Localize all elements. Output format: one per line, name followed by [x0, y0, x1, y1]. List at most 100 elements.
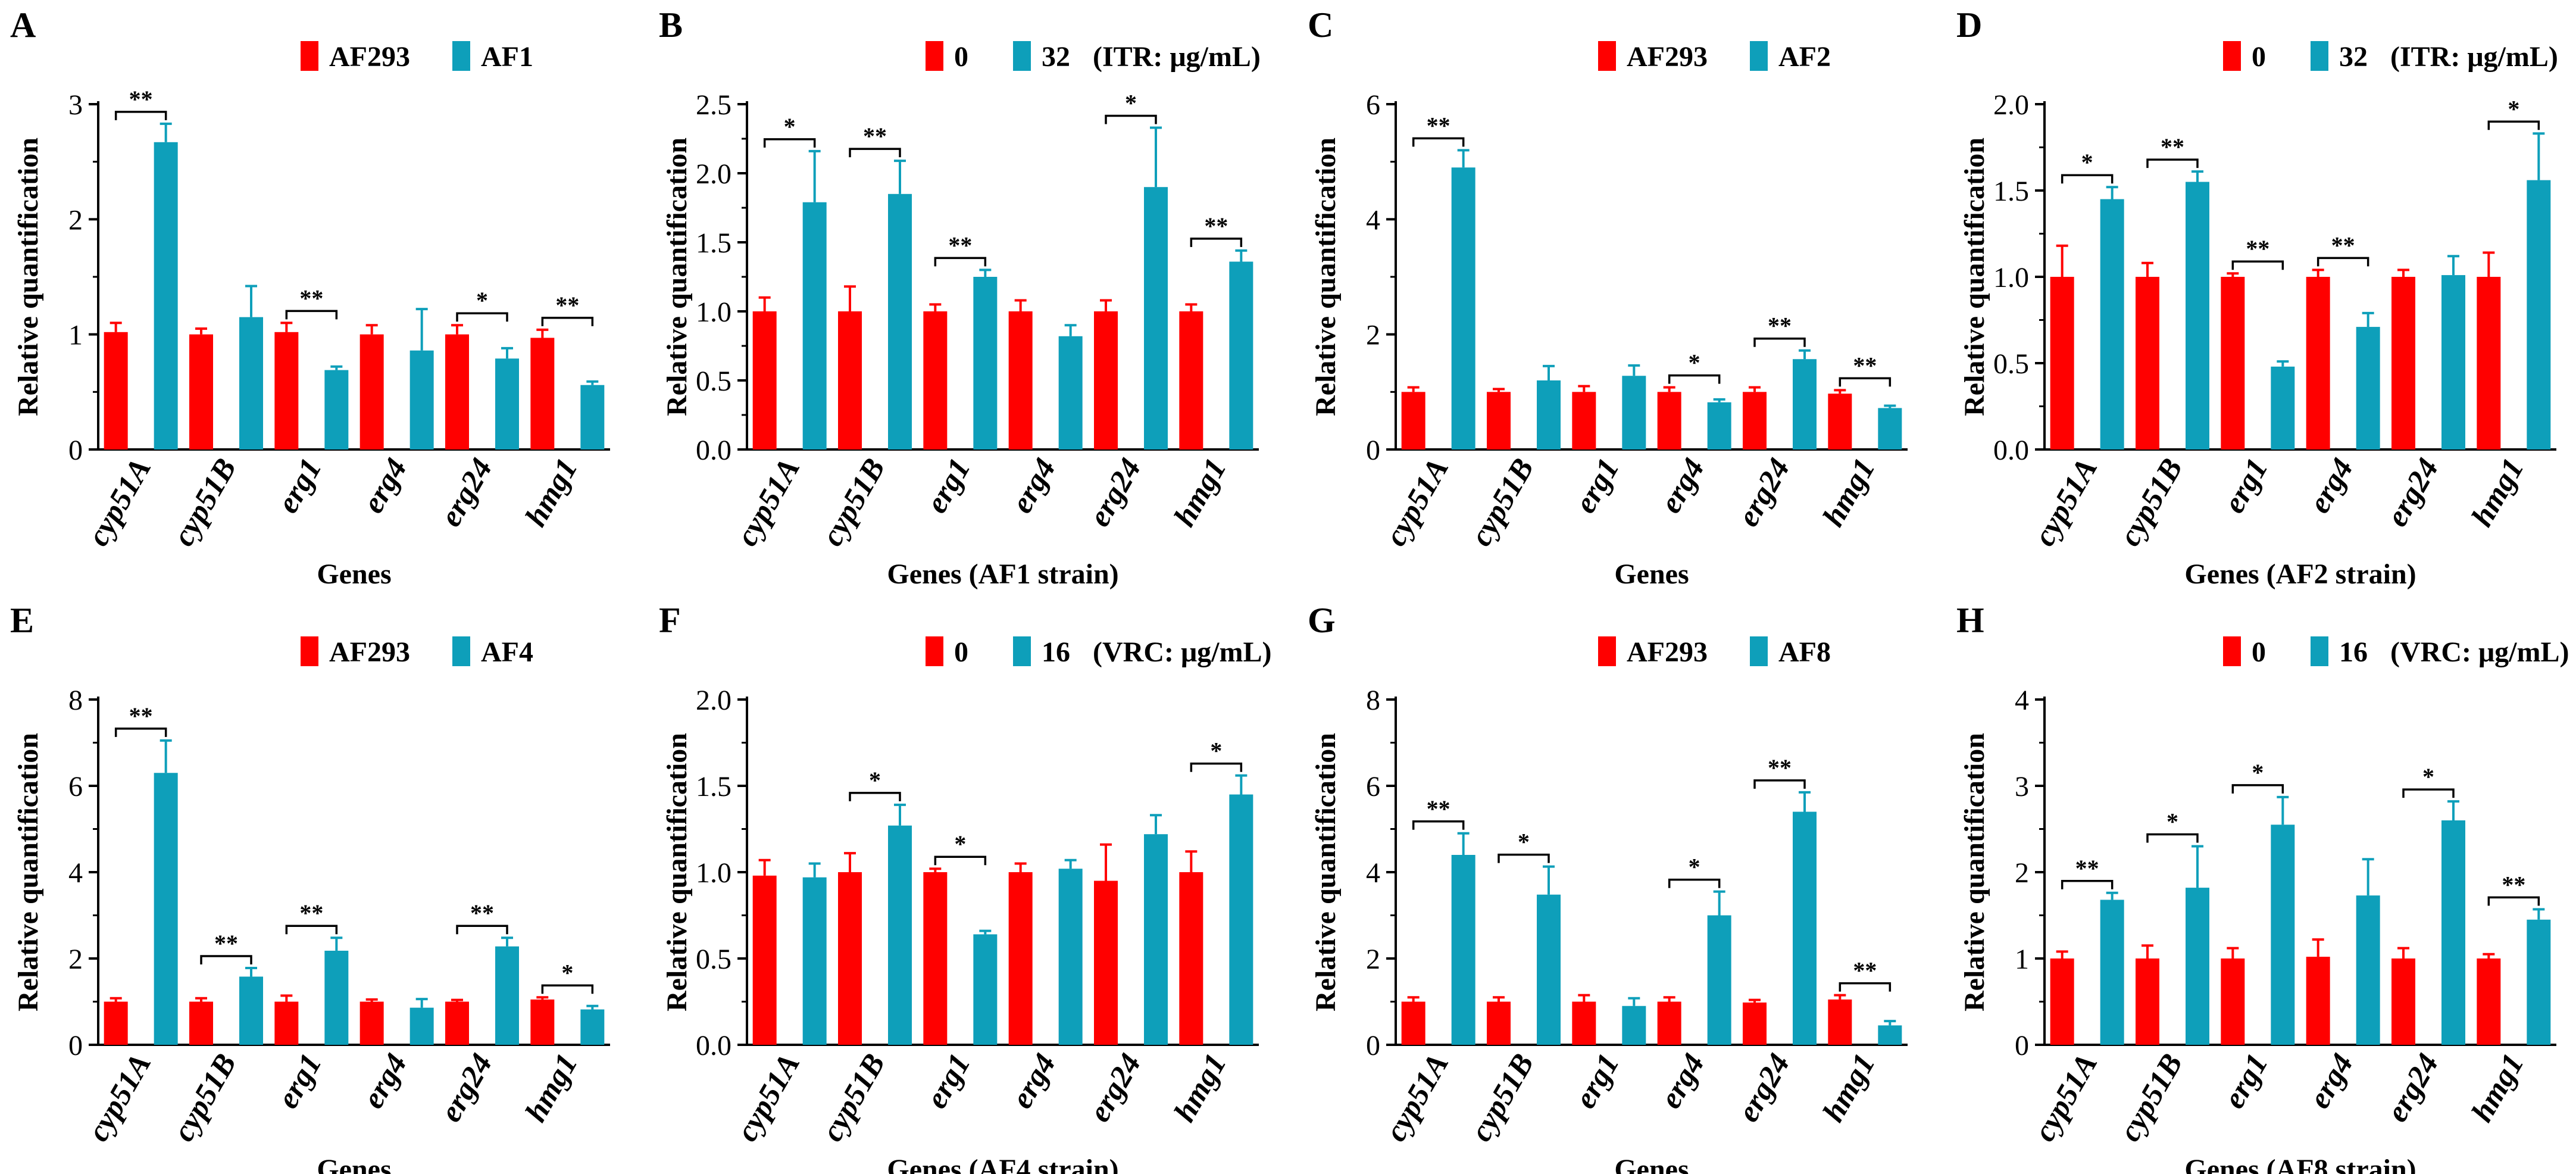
y-tick-label: 4	[2015, 685, 2029, 716]
bar-erg24-control	[2391, 277, 2415, 449]
x-tick-label: erg24	[2380, 1048, 2445, 1128]
x-axis-label: Genes (AF1 strain)	[887, 558, 1118, 590]
y-tick-label: 6	[1366, 89, 1380, 121]
y-tick-label: 2.0	[696, 685, 731, 716]
significance-marker: *	[476, 287, 488, 314]
legend-label: AF2	[1778, 41, 1831, 73]
significance-bracket	[285, 925, 338, 935]
y-tick-label: 0.5	[696, 366, 731, 397]
y-tick-label: 6	[1366, 771, 1380, 803]
bar-hmg1-treatment	[1878, 408, 1902, 449]
significance-bracket	[1753, 337, 1806, 347]
legend-swatch-treatment	[452, 41, 470, 71]
bar-cyp51B-control	[838, 311, 862, 449]
panel-letter: A	[10, 5, 36, 45]
significance-marker: **	[1853, 957, 1877, 984]
bar-erg4-treatment	[1707, 402, 1731, 449]
x-tick-label: cyp51A	[1378, 453, 1455, 552]
significance-bracket	[541, 317, 594, 326]
legend-label: 16	[1042, 636, 1070, 668]
bar-cyp51A-treatment	[2100, 199, 2124, 449]
bar-cyp51A-control	[752, 875, 777, 1045]
y-tick-label: 2	[68, 944, 83, 975]
y-tick-label: 0	[1366, 435, 1380, 466]
significance-marker: **	[2075, 855, 2099, 882]
bar-hmg1-treatment	[2527, 919, 2551, 1045]
y-tick-label: 2.0	[1993, 89, 2029, 121]
legend-label: AF8	[1778, 636, 1831, 668]
bar-erg24-treatment	[2441, 275, 2465, 449]
panel-letter: E	[10, 601, 34, 640]
legend-swatch-treatment	[1750, 636, 1768, 666]
significance-marker: **	[863, 123, 887, 149]
bar-hmg1-treatment	[580, 385, 605, 449]
significance-marker: **	[299, 900, 323, 926]
bar-hmg1-control	[2477, 277, 2501, 449]
legend-note: (VRC: μg/mL)	[1093, 636, 1272, 668]
significance-bracket	[2402, 788, 2455, 798]
y-tick-label: 1.0	[696, 857, 731, 889]
x-tick-label: erg1	[2217, 453, 2275, 519]
bar-erg1-control	[923, 311, 948, 449]
significance-bracket	[2061, 880, 2114, 889]
bar-cyp51A-control	[104, 332, 128, 449]
x-axis-label: Genes (AF4 strain)	[887, 1154, 1118, 1174]
y-tick-label: 2.5	[696, 89, 731, 121]
legend-note: (ITR: μg/mL)	[2390, 41, 2558, 73]
legend-label: 0	[954, 636, 968, 668]
x-tick-label: cyp51A	[730, 453, 806, 552]
bar-cyp51A-treatment	[802, 202, 827, 449]
bar-cyp51B-treatment	[1537, 894, 1561, 1045]
y-tick-label: 0	[2015, 1030, 2029, 1061]
significance-marker: **	[129, 86, 153, 113]
y-tick-label: 0.5	[1993, 348, 2029, 380]
x-axis-label: Genes	[1614, 558, 1689, 590]
legend-swatch-control	[2223, 636, 2241, 666]
panel-h: H 0 16 (VRC: μg/mL) 0 1 2 3 4 Relative quantifica…	[1956, 601, 2569, 1174]
bar-cyp51B-treatment	[2186, 888, 2209, 1045]
x-axis-label: Genes	[317, 1154, 391, 1174]
x-tick-label: erg1	[271, 1048, 329, 1114]
significance-bracket	[2487, 120, 2540, 130]
bar-erg1-control	[274, 1001, 299, 1045]
significance-marker: *	[869, 767, 881, 794]
bar-erg24-control	[1743, 1002, 1767, 1045]
bar-erg1-treatment	[2271, 366, 2295, 449]
x-tick-label: erg24	[433, 453, 499, 533]
significance-bracket	[200, 955, 252, 964]
x-tick-label: cyp51A	[1378, 1048, 1455, 1147]
x-tick-label: erg24	[433, 1048, 499, 1128]
bar-erg4-treatment	[2356, 327, 2380, 449]
legend-swatch-treatment	[452, 636, 470, 666]
y-tick-label: 4	[1366, 204, 1380, 236]
significance-marker: **	[129, 702, 153, 729]
bar-cyp51B-control	[838, 872, 862, 1045]
bar-erg24-treatment	[1144, 187, 1168, 449]
bar-erg1-treatment	[1622, 1006, 1646, 1045]
bar-cyp51B-control	[1487, 392, 1511, 449]
x-tick-label: erg1	[1568, 1048, 1626, 1114]
y-tick-label: 1	[2015, 944, 2029, 975]
y-tick-label: 1.5	[696, 771, 731, 803]
y-tick-label: 1.5	[696, 227, 731, 259]
x-tick-label: hmg1	[2465, 453, 2531, 533]
x-tick-label: erg24	[1731, 1048, 1796, 1128]
x-tick-label: cyp51A	[2027, 1048, 2104, 1147]
bar-erg4-control	[1657, 1001, 1681, 1045]
significance-marker: *	[1125, 89, 1137, 116]
y-tick-label: 0	[1366, 1030, 1380, 1061]
bar-hmg1-control	[1828, 999, 1852, 1045]
bar-erg24-control	[1094, 881, 1118, 1045]
bar-hmg1-control	[530, 999, 555, 1045]
bar-erg24-treatment	[495, 358, 519, 449]
bar-erg1-control	[274, 332, 299, 449]
y-axis-label: Relative quantification	[1959, 138, 1990, 416]
bar-erg24-treatment	[495, 946, 519, 1045]
significance-bracket	[1190, 762, 1243, 772]
bar-cyp51B-treatment	[888, 825, 912, 1045]
legend-label: AF293	[1627, 636, 1708, 668]
bar-cyp51A-treatment	[154, 773, 178, 1045]
x-tick-label: cyp51B	[2113, 1048, 2190, 1147]
bar-erg1-treatment	[2271, 825, 2295, 1045]
